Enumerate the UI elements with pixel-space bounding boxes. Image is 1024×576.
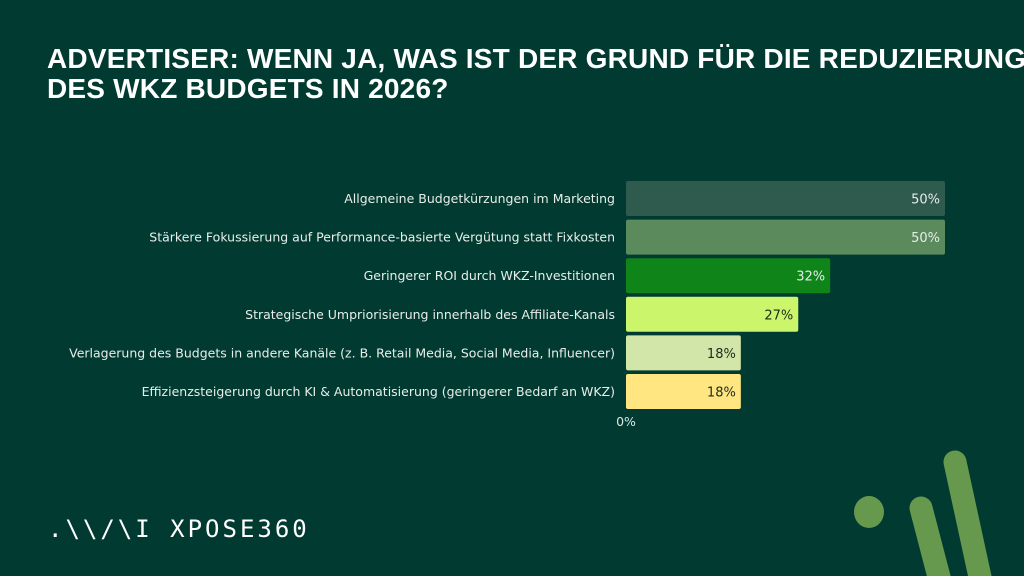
bar [626, 181, 945, 216]
data-label: 18% [707, 386, 736, 401]
data-label: 18% [707, 347, 736, 362]
data-label: 32% [796, 270, 825, 285]
bar [626, 219, 945, 255]
decorative-dot [854, 496, 884, 528]
decorative-stripe [943, 450, 992, 576]
category-label: Geringerer ROI durch WKZ-Investitionen [364, 268, 615, 283]
data-label: 50% [911, 231, 940, 246]
bar [626, 296, 799, 332]
bar [626, 374, 741, 409]
bar [626, 335, 741, 371]
bar [626, 258, 831, 294]
category-label: Verlagerung des Budgets in andere Kanäle… [69, 345, 615, 360]
data-label: 50% [911, 193, 940, 208]
category-label: Strategische Umpriorisierung innerhalb d… [245, 307, 615, 322]
category-label: Allgemeine Budgetkürzungen im Marketing [344, 191, 615, 206]
xpose360-logo: .\\/\I XPOSE360 [48, 515, 310, 543]
title-line-1: ADVERTISER: WENN JA, WAS IST DER GRUND F… [47, 43, 1024, 74]
category-label: Stärkere Fokussierung auf Performance-ba… [149, 230, 615, 245]
data-label: 27% [764, 308, 793, 323]
page-title: ADVERTISER: WENN JA, WAS IST DER GRUND F… [47, 43, 1024, 104]
title-line-2: DES WKZ BUDGETS IN 2026? [47, 73, 449, 104]
category-label: Effizienzsteigerung durch KI & Automatis… [142, 384, 615, 399]
x-tick-label: 0% [616, 414, 636, 429]
decorative-stripe [909, 496, 951, 576]
